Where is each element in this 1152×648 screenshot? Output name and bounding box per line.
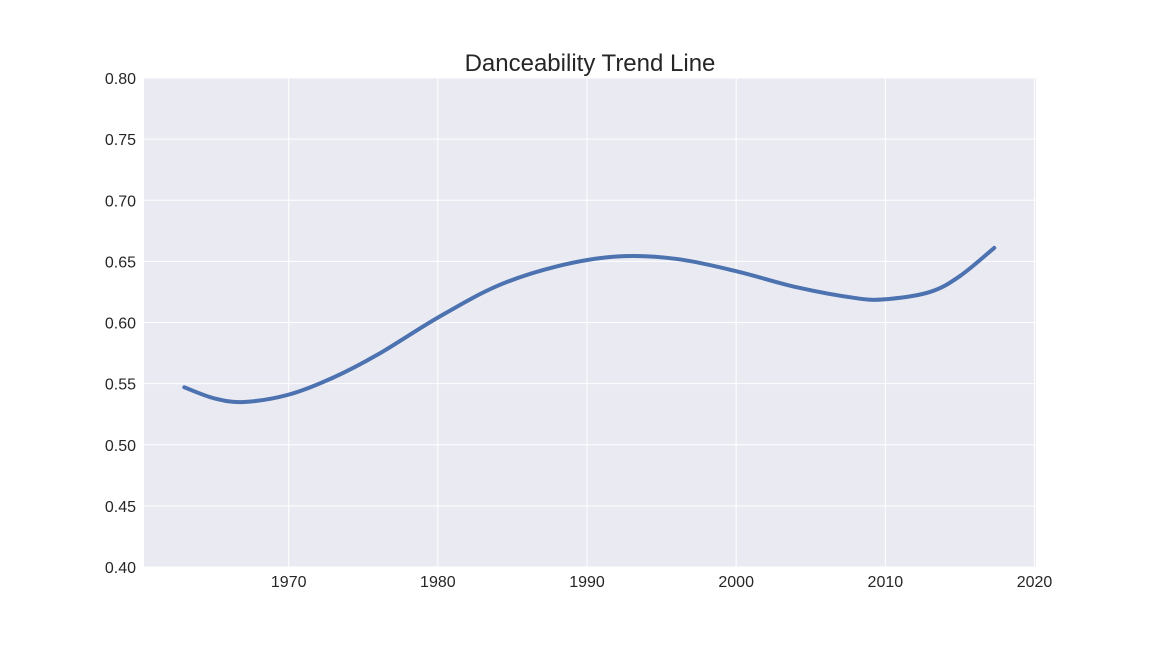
series-layer: [182, 245, 997, 405]
x-tick-label: 1970: [271, 574, 307, 591]
x-tick-label: 1980: [420, 574, 456, 591]
y-tick-label: 0.55: [105, 377, 136, 394]
x-tick-label: 2020: [1017, 574, 1053, 591]
y-tick-label: 0.40: [105, 560, 136, 577]
y-tick-label: 0.50: [105, 438, 136, 455]
y-tick-label: 0.75: [105, 132, 136, 149]
tick-labels: 1970 1980 1990 2000 2010 2020 0.40 0.45 0.50 0.55…: [105, 71, 1053, 591]
x-tick-label: 1990: [569, 574, 605, 591]
y-tick-label: 0.70: [105, 193, 136, 210]
y-tick-label: 0.60: [105, 316, 136, 333]
chart-title: Danceability Trend Line: [465, 50, 716, 77]
trend-line-series: [182, 245, 997, 405]
grid-lines: [144, 77, 1036, 568]
x-tick-label: 2010: [868, 574, 904, 591]
y-tick-label: 0.45: [105, 499, 136, 516]
y-tick-label: 0.80: [105, 71, 136, 88]
y-tick-label: 0.65: [105, 254, 136, 271]
x-tick-label: 2000: [718, 574, 754, 591]
